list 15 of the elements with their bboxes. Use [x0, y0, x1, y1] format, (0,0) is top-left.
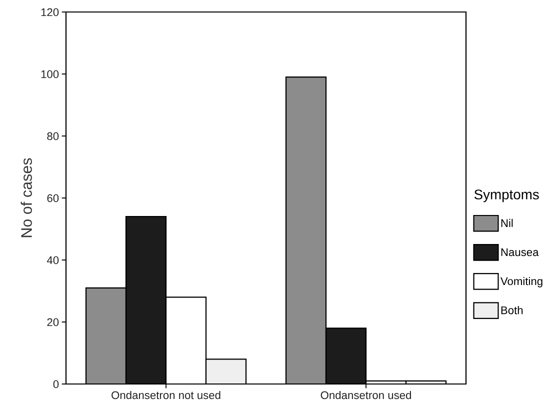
x-tick-label: Ondansetron not used: [112, 390, 220, 400]
legend-label: Nausea: [501, 248, 539, 256]
y-tick-label: 0: [53, 380, 59, 388]
legend-title: Symptoms: [474, 190, 539, 202]
x-tick-label: Ondansetron used: [320, 390, 411, 400]
legend-label: Vomiting: [500, 277, 542, 288]
legend-label: Nil: [501, 218, 513, 227]
legend-label: Both: [501, 306, 523, 314]
y-tick-label: 60: [47, 194, 59, 202]
y-tick-label: 20: [47, 318, 59, 326]
y-tick-label: 80: [47, 132, 59, 140]
y-axis-title: No of cases: [20, 158, 32, 238]
y-tick-label: 100: [41, 70, 59, 78]
y-tick-label: 40: [46, 256, 59, 264]
y-tick-label: 120: [41, 8, 59, 16]
